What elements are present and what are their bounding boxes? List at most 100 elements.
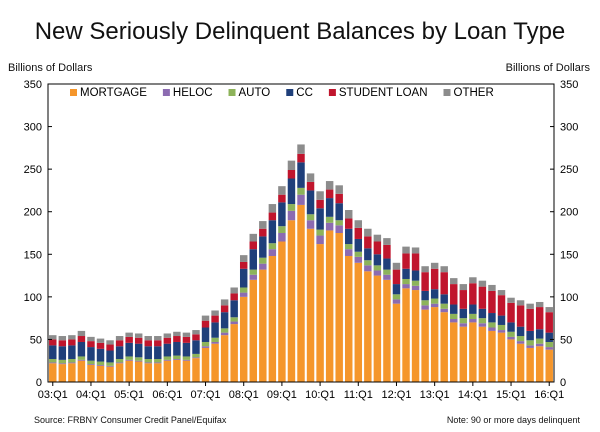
bar-segment-heloc-07:Q3 — [220, 332, 229, 336]
x-tick-label: 14:Q1 — [458, 389, 488, 401]
bar-segment-cc-09:Q3 — [297, 162, 305, 188]
bar-segment-student-loan-11:Q3 — [373, 241, 382, 255]
bar-segment-student-loan-08:Q2 — [249, 241, 257, 250]
bar-segment-student-loan-15:Q4 — [535, 307, 544, 330]
bar-segment-other-15:Q2 — [516, 300, 525, 306]
bar-segment-other-09:Q2 — [287, 160, 296, 170]
bar-segment-mortgage-10:Q4 — [345, 255, 353, 382]
bar-segment-student-loan-13:Q4 — [459, 290, 468, 309]
bar-segment-student-loan-09:Q4 — [306, 181, 315, 191]
bar-segment-student-loan-09:Q2 — [287, 169, 296, 179]
bar-segment-heloc-07:Q4 — [230, 321, 238, 325]
bar-segment-cc-15:Q2 — [516, 326, 525, 337]
y-tick-label-right: 50 — [560, 334, 572, 346]
bar-segment-heloc-05:Q4 — [154, 362, 162, 364]
bar-segment-auto-05:Q3 — [144, 359, 152, 363]
bar-segment-other-09:Q3 — [297, 144, 305, 154]
bar-segment-auto-09:Q4 — [306, 214, 315, 221]
bar-segment-student-loan-09:Q1 — [278, 194, 286, 203]
bar-segment-other-16:Q1 — [545, 307, 553, 313]
bar-segment-auto-03:Q4 — [77, 356, 86, 360]
bar-segment-mortgage-05:Q2 — [134, 361, 143, 382]
bar-segment-student-loan-15:Q1 — [507, 302, 515, 323]
bar-segment-mortgage-11:Q2 — [364, 271, 372, 382]
bar-segment-mortgage-15:Q4 — [535, 346, 544, 382]
bar-segment-student-loan-16:Q1 — [545, 312, 553, 333]
legend-swatch — [70, 89, 77, 96]
bar-segment-other-07:Q2 — [211, 310, 219, 316]
bar-segment-mortgage-15:Q1 — [507, 339, 515, 382]
bar-segment-cc-04:Q1 — [87, 347, 95, 361]
bar-segment-heloc-07:Q1 — [201, 346, 210, 348]
bar-segment-heloc-13:Q2 — [440, 308, 448, 313]
bar-segment-mortgage-04:Q3 — [106, 366, 114, 382]
bar-segment-mortgage-12:Q4 — [421, 309, 429, 382]
bar-segment-heloc-06:Q3 — [182, 359, 191, 361]
bar-segment-other-08:Q3 — [259, 221, 267, 229]
bar-segment-auto-13:Q4 — [459, 318, 468, 324]
bar-segment-heloc-06:Q2 — [173, 359, 181, 360]
bar-segment-auto-04:Q2 — [96, 361, 105, 365]
bar-segment-cc-08:Q3 — [259, 236, 267, 258]
bar-segment-mortgage-10:Q1 — [316, 244, 324, 382]
bar-segment-heloc-09:Q4 — [306, 220, 315, 229]
bar-segment-cc-09:Q4 — [306, 190, 315, 215]
bar-segment-auto-14:Q4 — [497, 324, 506, 331]
bar-segment-cc-12:Q3 — [411, 270, 420, 281]
bar-segment-other-09:Q1 — [278, 186, 286, 195]
plot-frame — [47, 83, 555, 383]
bar-segment-auto-10:Q1 — [316, 229, 324, 236]
bar-segment-heloc-14:Q2 — [478, 323, 487, 327]
bar-segment-auto-15:Q4 — [535, 338, 544, 344]
legend-swatch — [162, 89, 170, 96]
bar-segment-heloc-11:Q2 — [364, 265, 372, 272]
bar-segment-cc-08:Q2 — [249, 249, 257, 270]
bar-segment-student-loan-09:Q3 — [297, 153, 305, 163]
bar-segment-student-loan-12:Q2 — [402, 253, 410, 269]
bar-segment-auto-15:Q3 — [526, 340, 534, 346]
bar-segment-heloc-10:Q1 — [316, 235, 324, 245]
legend-label: MORTGAGE — [80, 87, 147, 99]
bar-segment-auto-15:Q1 — [507, 331, 515, 337]
bar-segment-cc-10:Q2 — [325, 198, 334, 217]
bar-segment-student-loan-05:Q1 — [125, 336, 133, 343]
bar-segment-heloc-04:Q1 — [87, 364, 95, 365]
bar-segment-auto-03:Q3 — [68, 359, 76, 363]
bar-segment-other-11:Q4 — [383, 238, 391, 245]
bar-segment-mortgage-09:Q3 — [297, 204, 305, 382]
bar-segment-auto-05:Q2 — [134, 357, 143, 361]
bar-segment-mortgage-03:Q3 — [68, 363, 76, 382]
bar-segment-mortgage-12:Q2 — [402, 288, 410, 382]
bar-segment-mortgage-03:Q4 — [77, 360, 86, 382]
x-tick-label: 07:Q1 — [191, 389, 221, 401]
bar-segment-cc-13:Q3 — [450, 304, 458, 314]
bar-segment-other-10:Q4 — [345, 210, 353, 219]
bar-segment-student-loan-10:Q2 — [325, 189, 334, 199]
bar-segment-student-loan-04:Q2 — [96, 342, 105, 349]
bar-segment-auto-13:Q3 — [450, 313, 458, 319]
bar-segment-other-07:Q3 — [220, 299, 229, 306]
bar-segment-student-loan-04:Q3 — [106, 344, 114, 351]
bar-segment-heloc-05:Q3 — [144, 362, 152, 364]
bar-segment-mortgage-09:Q2 — [287, 220, 296, 382]
bar-segment-cc-14:Q4 — [497, 315, 506, 325]
bar-segment-student-loan-11:Q2 — [364, 236, 372, 249]
bar-segment-auto-12:Q3 — [411, 280, 420, 286]
bar-segment-mortgage-06:Q4 — [192, 358, 200, 382]
bar-segment-mortgage-13:Q4 — [459, 326, 468, 382]
bar-segment-heloc-11:Q1 — [354, 256, 363, 263]
legend: MORTGAGE HELOC AUTO CC STUDENT LOAN OTHER — [70, 87, 494, 99]
bar-segment-auto-15:Q2 — [516, 336, 525, 342]
bar-segment-cc-07:Q3 — [220, 312, 229, 329]
bar-segment-student-loan-04:Q1 — [87, 341, 95, 348]
bar-segment-mortgage-14:Q2 — [478, 326, 487, 382]
bar-segment-auto-03:Q1 — [49, 359, 57, 363]
x-tick-label: 15:Q1 — [496, 389, 526, 401]
bar-segment-mortgage-10:Q2 — [325, 230, 334, 382]
legend-swatch — [286, 89, 294, 96]
bar-segment-cc-05:Q4 — [154, 346, 162, 360]
bar-segment-other-14:Q4 — [497, 290, 506, 296]
bar-segment-cc-12:Q4 — [421, 290, 429, 301]
bar-segment-heloc-13:Q1 — [430, 303, 439, 308]
bar-segment-other-03:Q2 — [58, 336, 67, 341]
